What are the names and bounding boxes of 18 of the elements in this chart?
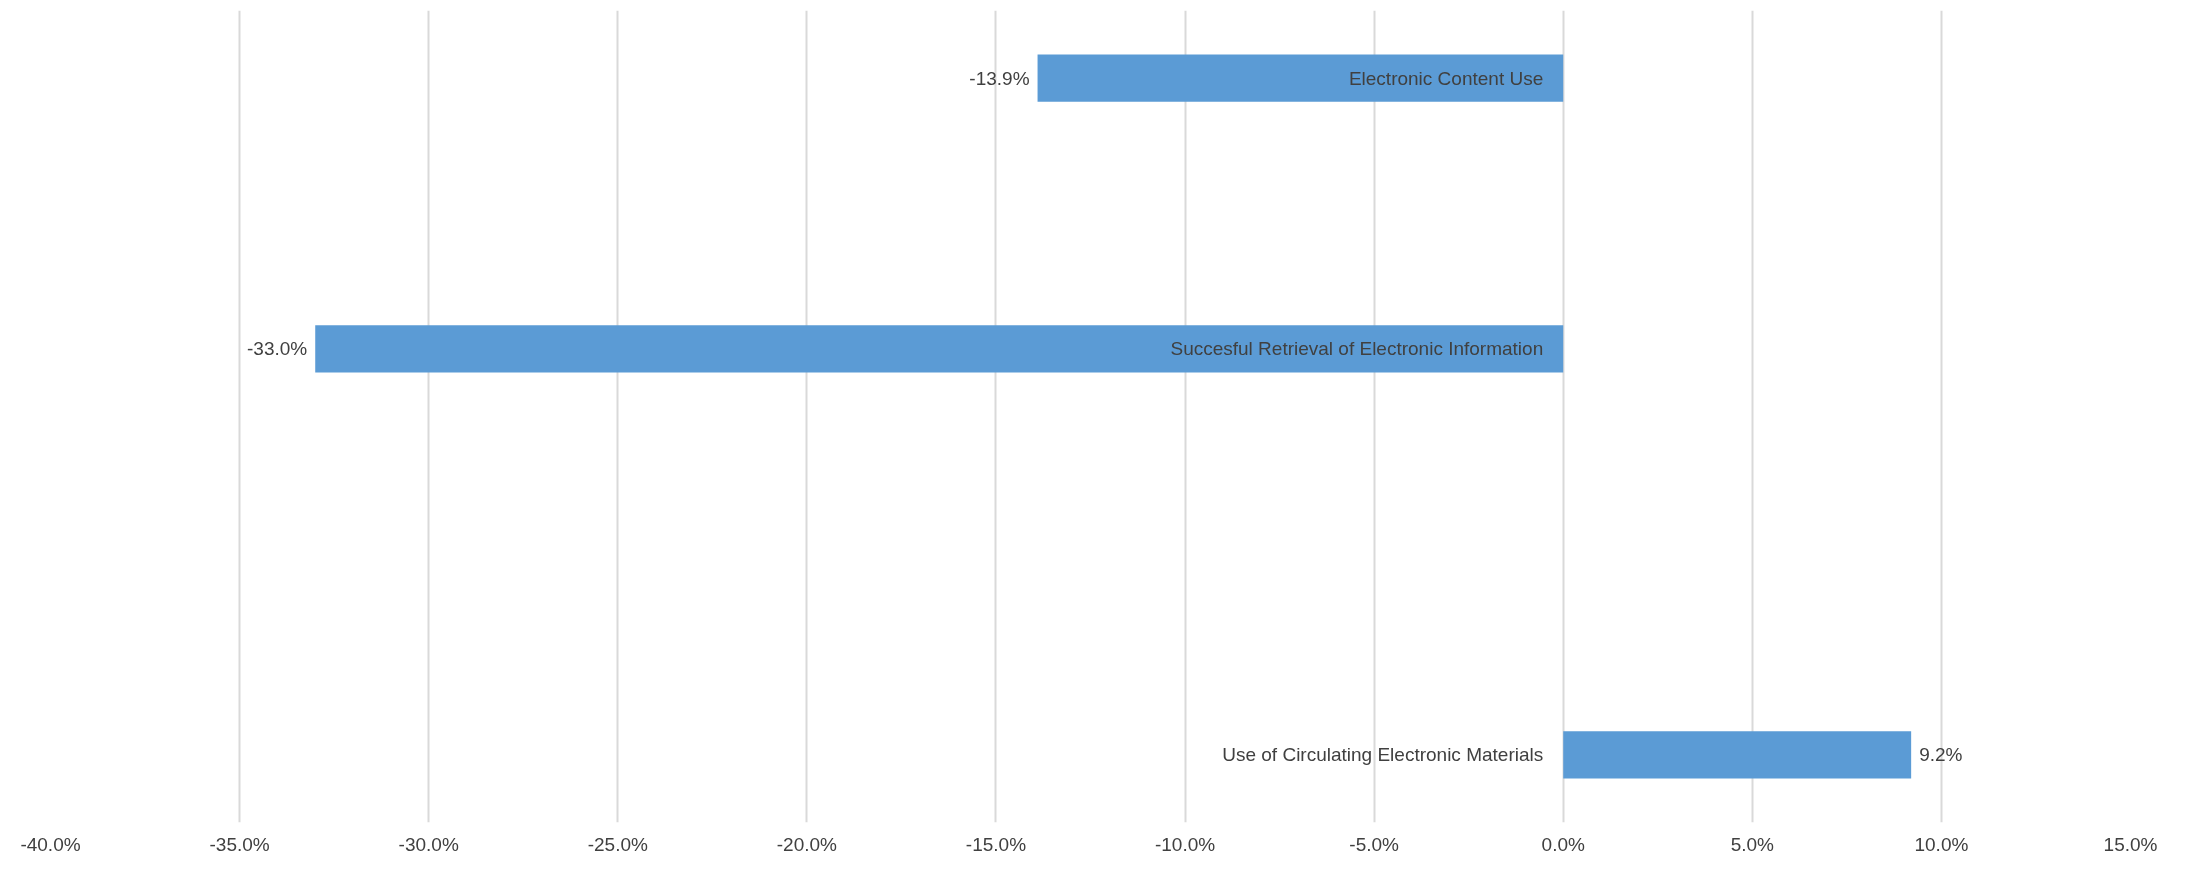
x-tick-label: -25.0% [587, 833, 648, 855]
y-tick-label: Electronic Content Use [1348, 67, 1544, 89]
x-tick-label: -35.0% [209, 833, 270, 855]
x-tick-label: -30.0% [398, 833, 459, 855]
data-label: 9.2% [1919, 744, 1963, 766]
data-label: -33.0% [247, 338, 308, 360]
x-tick-label: 10.0% [1914, 833, 1969, 855]
y-tick-label: Succesful Retrieval of Electronic Information [1170, 338, 1544, 360]
data-label: -13.9% [969, 67, 1030, 89]
x-tick-label: -15.0% [965, 833, 1027, 855]
x-tick-label: -40.0% [20, 833, 81, 855]
x-tick-label: 0.0% [1541, 833, 1585, 855]
x-tick-label: 5.0% [1730, 833, 1775, 855]
x-tick-label: 15.0% [2103, 833, 2158, 855]
x-tick-label: -10.0% [1154, 833, 1216, 855]
x-tick-label: -5.0% [1349, 833, 1400, 855]
x-tick-label: -20.0% [776, 833, 838, 855]
y-tick-label: Use of Circulating Electronic Materials [1222, 744, 1544, 766]
